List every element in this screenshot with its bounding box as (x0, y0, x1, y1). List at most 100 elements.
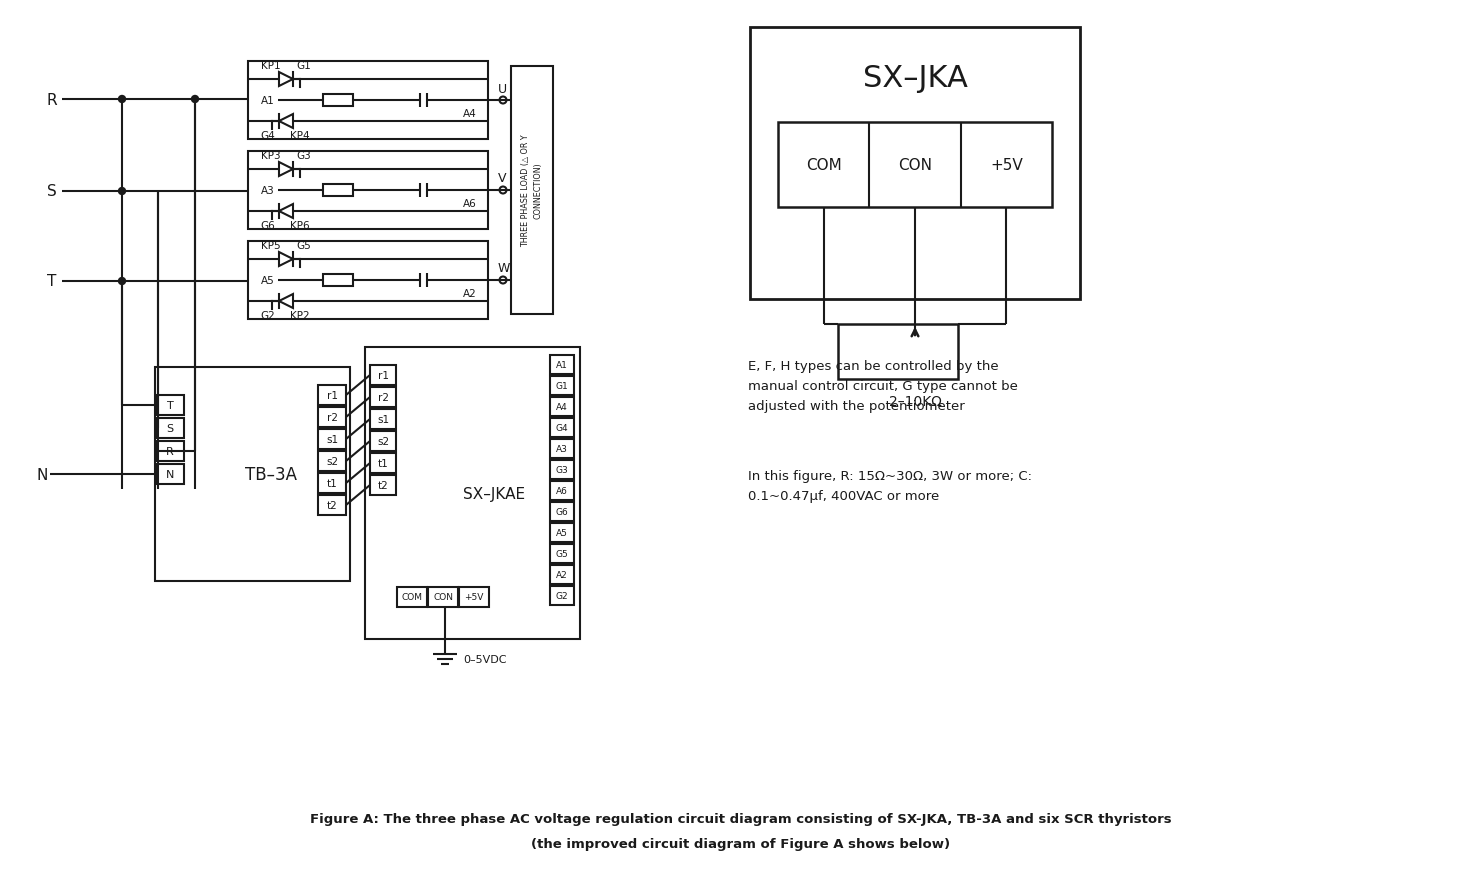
Text: A4: A4 (462, 109, 477, 119)
Text: A6: A6 (462, 198, 477, 209)
Bar (323, 185, 353, 197)
Text: A3: A3 (556, 444, 568, 453)
Bar (428, 587, 458, 607)
Text: SX–JKAE: SX–JKAE (464, 486, 526, 501)
Text: r2: r2 (378, 392, 388, 402)
Text: G2: G2 (261, 310, 276, 321)
Text: s2: s2 (376, 436, 390, 446)
Bar (550, 356, 574, 375)
Text: A4: A4 (556, 402, 568, 411)
Text: A3: A3 (261, 186, 274, 196)
Text: G5: G5 (556, 550, 569, 559)
Bar (247, 152, 488, 230)
Bar (319, 495, 345, 516)
Text: +5V: +5V (464, 593, 483, 602)
Text: CON: CON (898, 158, 932, 173)
Bar (156, 418, 184, 439)
Text: KP5: KP5 (261, 240, 280, 250)
Text: G3: G3 (556, 466, 569, 475)
Bar (156, 442, 184, 461)
Text: KP4: KP4 (290, 131, 310, 141)
Bar (156, 465, 184, 485)
Text: G3: G3 (296, 151, 311, 161)
Text: t1: t1 (378, 459, 388, 468)
Bar (550, 482, 574, 501)
Text: KP3: KP3 (261, 151, 280, 161)
Bar (550, 440, 574, 459)
Text: G4: G4 (556, 424, 568, 433)
Bar (550, 523, 574, 543)
Text: G6: G6 (261, 221, 276, 231)
Text: S: S (166, 424, 173, 434)
Text: T: T (47, 274, 56, 289)
Text: N: N (37, 467, 47, 482)
Bar (319, 408, 345, 427)
Text: KP6: KP6 (290, 221, 310, 231)
Text: G1: G1 (556, 382, 569, 391)
Bar (156, 395, 184, 416)
Text: t1: t1 (326, 478, 338, 488)
Text: THREE PHASE LOAD (△ OR Y
CONNECTION): THREE PHASE LOAD (△ OR Y CONNECTION) (522, 134, 542, 247)
Bar (550, 376, 574, 395)
Text: (the improved circuit diagram of Figure A shows below): (the improved circuit diagram of Figure … (532, 838, 950, 850)
Text: KP2: KP2 (290, 310, 310, 321)
Bar (550, 544, 574, 563)
Bar (511, 67, 553, 315)
Text: t2: t2 (326, 501, 338, 510)
Bar (319, 451, 345, 471)
Text: CON: CON (433, 593, 453, 602)
Text: E, F, H types can be controlled by the
manual control circuit, G type cannot be
: E, F, H types can be controlled by the m… (748, 359, 1018, 412)
Circle shape (191, 97, 199, 104)
Bar (247, 62, 488, 139)
Text: A2: A2 (556, 570, 568, 579)
Bar (370, 366, 396, 385)
Bar (837, 325, 957, 380)
Bar (319, 429, 345, 450)
Bar (323, 95, 353, 107)
Text: s1: s1 (376, 415, 390, 425)
Text: A5: A5 (261, 275, 274, 286)
Text: S: S (47, 184, 56, 199)
Text: COM: COM (402, 593, 422, 602)
Text: N: N (166, 469, 175, 479)
Text: V: V (498, 173, 507, 185)
Bar (365, 348, 579, 639)
Text: R: R (47, 92, 58, 107)
Bar (323, 274, 353, 287)
Bar (778, 122, 1052, 207)
Text: s1: s1 (326, 434, 338, 444)
Text: A1: A1 (261, 96, 274, 105)
Text: R: R (166, 446, 173, 457)
Text: A1: A1 (556, 360, 568, 369)
Text: 0–5VDC: 0–5VDC (462, 654, 507, 664)
Text: A5: A5 (556, 528, 568, 537)
Text: G4: G4 (261, 131, 276, 141)
Text: Figure A: The three phase AC voltage regulation circuit diagram consisting of SX: Figure A: The three phase AC voltage reg… (310, 813, 1172, 825)
Bar (550, 418, 574, 437)
Bar (319, 474, 345, 493)
Text: 2–10KΩ: 2–10KΩ (889, 394, 941, 409)
Bar (550, 502, 574, 521)
Text: r1: r1 (378, 371, 388, 381)
Circle shape (119, 189, 126, 195)
Text: COM: COM (806, 158, 842, 173)
Bar (459, 587, 489, 607)
Bar (370, 476, 396, 495)
Bar (319, 385, 345, 406)
Text: r2: r2 (326, 412, 338, 423)
Bar (550, 460, 574, 479)
Circle shape (119, 97, 126, 104)
Text: G2: G2 (556, 591, 568, 601)
Text: U: U (498, 82, 507, 96)
Bar (550, 586, 574, 605)
Text: A6: A6 (556, 486, 568, 495)
Bar (750, 28, 1080, 299)
Bar (550, 398, 574, 417)
Text: G6: G6 (556, 508, 569, 517)
Text: r1: r1 (326, 391, 338, 401)
Text: W: W (498, 262, 510, 275)
Text: TB–3A: TB–3A (245, 466, 296, 484)
Text: A2: A2 (462, 289, 477, 299)
Text: KP1: KP1 (261, 61, 280, 71)
Bar (397, 587, 427, 607)
